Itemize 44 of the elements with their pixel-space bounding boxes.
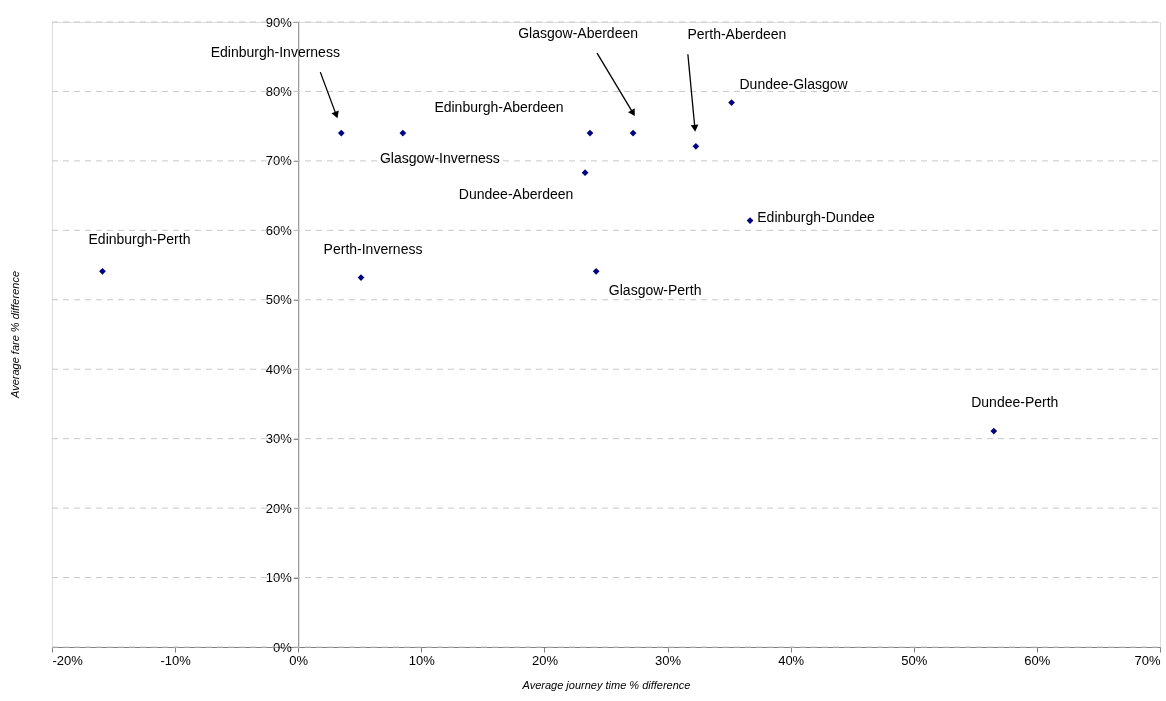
point [728, 99, 735, 106]
point [586, 129, 594, 137]
annotation: Edinburgh-Dundee [757, 208, 876, 225]
annotation: Dundee-Perth [971, 394, 1059, 411]
y-axis-title: Average fare % difference [9, 271, 21, 399]
annotation: Edinburgh-Perth [88, 231, 191, 248]
annotation: Glasgow-Inverness [379, 150, 500, 167]
annotation: Perth-Inverness [323, 240, 423, 257]
y-tick-label: 60% [265, 222, 293, 238]
point [337, 129, 345, 137]
x-tick-label: 60% [1024, 652, 1051, 668]
y-tick-label: 10% [265, 570, 293, 586]
x-tick-label: 20% [531, 652, 559, 668]
y-tick-label: 30% [265, 431, 293, 447]
y-tick-label: 0% [272, 639, 293, 655]
point [592, 267, 600, 275]
x-tick-label: 50% [901, 652, 928, 668]
x-tick-label: 10% [408, 652, 436, 668]
x-tick-label: -20% [52, 652, 84, 668]
annotation: Dundee-Aberdeen [458, 185, 574, 202]
point [399, 129, 407, 137]
point [581, 169, 589, 177]
y-tick-label: 90% [265, 14, 293, 30]
annotation: Dundee-Glasgow [739, 75, 849, 92]
annotation: Perth-Aberdeen [687, 26, 787, 43]
point [99, 267, 106, 275]
x-tick-label: 0% [289, 652, 309, 668]
y-tick-label: 40% [265, 361, 293, 377]
x-tick-label: 40% [778, 652, 805, 668]
y-tick-label: 20% [265, 500, 293, 516]
annotation: Glasgow-Perth [608, 282, 702, 299]
point [692, 142, 700, 150]
x-tick-label: 70% [1134, 652, 1161, 668]
point [990, 427, 998, 435]
y-tick-label: 50% [265, 292, 293, 308]
annotation: Edinburgh-Inverness [210, 44, 340, 61]
y-tick-label: 70% [265, 153, 293, 169]
x-tick-label: 30% [655, 652, 682, 668]
y-tick-label: 80% [265, 83, 293, 99]
x-axis-title: Average journey time % difference [521, 678, 691, 691]
annotation: Edinburgh-Aberdeen [434, 99, 564, 116]
x-tick-label: -10% [160, 652, 192, 668]
annotation: Glasgow-Aberdeen [518, 25, 639, 42]
point [629, 129, 637, 137]
